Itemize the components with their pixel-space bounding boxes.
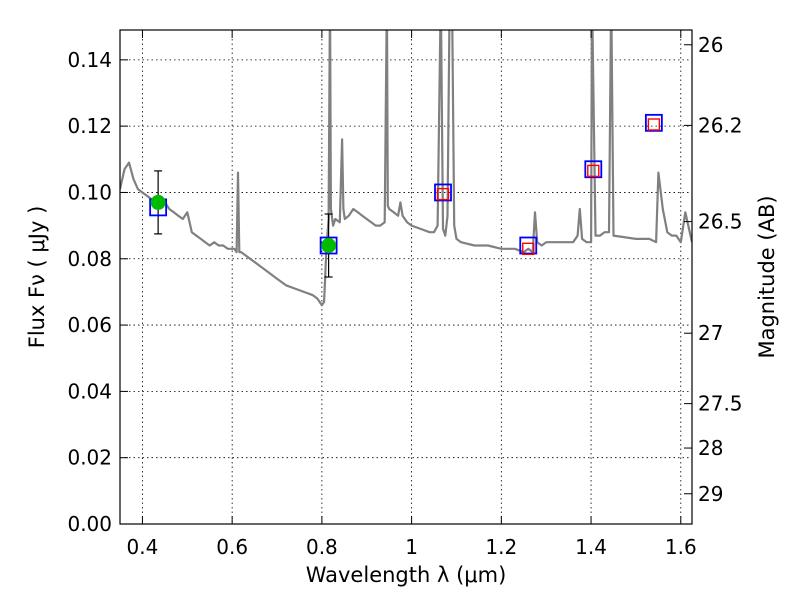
y2-tick-label: 28 (698, 436, 723, 460)
y-tick-label: 0.08 (67, 247, 112, 271)
observed-point (150, 194, 166, 210)
predicted-marker (522, 242, 535, 256)
y2-tick-label: 27.5 (698, 392, 743, 416)
x-tick-label: 0.6 (216, 535, 248, 559)
model-mag-marker (584, 160, 603, 179)
predicted-marker (436, 187, 450, 201)
model-mag-marker (434, 183, 452, 202)
x-tick-label: 0.8 (306, 535, 338, 559)
y2-tick-label: 26.2 (698, 113, 743, 137)
x-tick-label: 1.4 (575, 535, 607, 559)
y-tick-label: 0.02 (67, 446, 112, 470)
y-tick-label: 0.00 (67, 512, 112, 536)
model-mag-marker (644, 113, 663, 132)
points-layer (149, 113, 663, 278)
x-tick-label: 1 (405, 535, 418, 559)
ticks: 0.4 0.6 0.8 1 1.2 1.4 1.6 0.00 0.02 0.04 0.06 0.08 0… (67, 30, 743, 559)
y-tick-label: 0.12 (67, 114, 112, 138)
spectrum-line (120, 30, 692, 307)
spectrum-layer (120, 30, 692, 307)
model-mag-marker (519, 236, 538, 255)
y-axis-label: Flux Fν ( μJy ) (25, 206, 49, 349)
x-tick-label: 1.2 (485, 535, 517, 559)
x-axis-label: Wavelength λ (μm) (306, 563, 507, 587)
plot-frame (119, 29, 693, 525)
plot-background (120, 30, 692, 524)
y2-tick-label: 29 (698, 482, 723, 506)
y-tick-label: 0.06 (67, 313, 112, 337)
predicted-marker (647, 118, 661, 131)
y2-axis-label: Magnitude (AB) (755, 195, 779, 358)
model-mag-marker (319, 236, 338, 255)
y2-tick-label: 27 (698, 321, 723, 345)
y2-tick-label: 26.5 (698, 210, 743, 234)
y-tick-label: 0.10 (67, 180, 112, 204)
x-tick-label: 0.4 (127, 535, 159, 559)
predicted-marker (587, 164, 600, 178)
y-tick-label: 0.14 (67, 48, 112, 72)
y2-tick-label: 26 (698, 33, 723, 57)
x-tick-label: 1.6 (665, 535, 697, 559)
y-tick-label: 0.04 (67, 379, 112, 403)
observed-point (321, 238, 337, 254)
